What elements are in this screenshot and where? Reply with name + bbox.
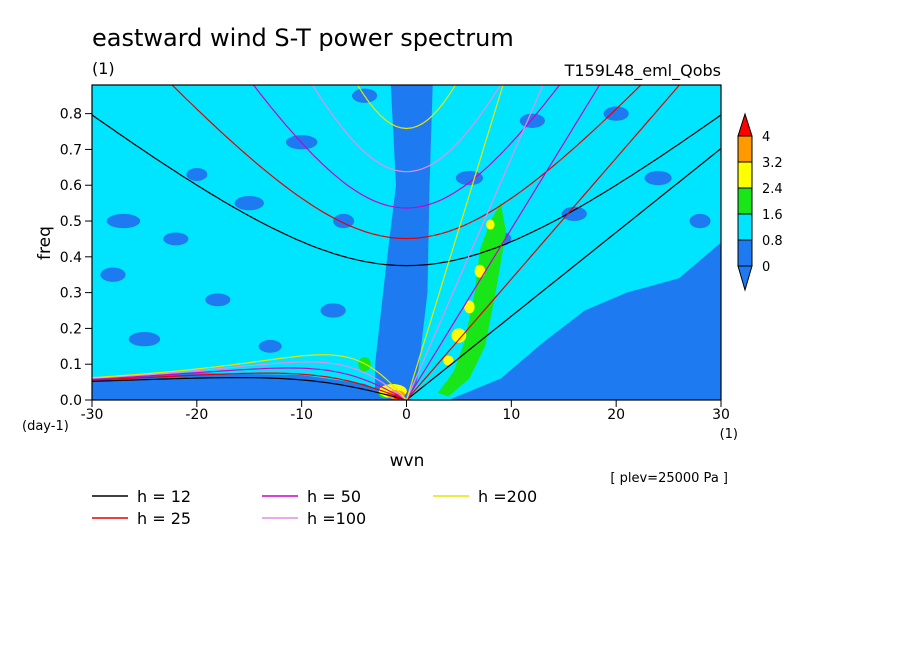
plot-area — [92, 85, 721, 400]
low-power-patch — [519, 113, 545, 128]
power-shading — [92, 85, 721, 400]
x-tick-label: -30 — [81, 407, 104, 423]
chart-title: eastward wind S-T power spectrum — [92, 24, 514, 52]
x-tick-label: 20 — [607, 407, 625, 423]
colorbar-max-arrow — [737, 112, 753, 137]
low-power-patch — [333, 213, 355, 229]
very-high-power-patch — [464, 300, 475, 314]
legend-label: h = 25 — [137, 509, 191, 528]
y-tick-label: 0.3 — [60, 286, 82, 302]
legend-label: h =100 — [307, 509, 366, 528]
colorbar-level-label: 4 — [762, 130, 770, 145]
very-high-power-patch — [451, 328, 467, 343]
low-power-patch — [128, 331, 161, 347]
colorbar-level-label: 1.6 — [762, 208, 783, 223]
colorbar-level-label: 0 — [762, 260, 770, 275]
y-tick-label: 0.0 — [60, 393, 82, 409]
low-power-patch — [455, 170, 484, 186]
y-axis-label: freq — [35, 226, 55, 260]
inertia-gravity-curve — [356, 85, 457, 130]
low-power-patch — [258, 339, 282, 353]
y-axis-units: (day-1) — [22, 419, 69, 434]
low-power-patch — [186, 168, 208, 181]
rossby-wave-curve — [92, 354, 407, 400]
low-power-patch — [100, 267, 126, 282]
run-label: T159L48_eml_Qobs — [564, 61, 721, 81]
y-tick-label: 0.8 — [60, 107, 82, 123]
x-axis: -30 -20 -10 0 10 20 30 — [81, 400, 730, 423]
colorbar-level-label: 2.4 — [762, 182, 783, 197]
very-high-power-patch — [486, 219, 495, 230]
very-high-power-patch — [443, 355, 454, 366]
legend-label: h =200 — [478, 487, 537, 506]
kelvin-wave-curve — [405, 85, 601, 400]
high-power-band — [437, 203, 507, 397]
low-power-region-west — [92, 373, 397, 400]
inertia-gravity-curve — [311, 85, 502, 173]
inertia-gravity-curve — [252, 85, 561, 209]
colorbar-band — [737, 161, 753, 189]
colorbar: 0 0.8 1.6 2.4 3.2 4 — [737, 112, 783, 292]
y-axis: 0.0 0.1 0.2 0.3 0.4 0.5 0.6 0.7 0.8 — [60, 107, 92, 409]
colorbar-band — [737, 135, 753, 163]
x-tick-label: 30 — [712, 407, 730, 423]
low-power-patch — [106, 213, 141, 229]
title-units: (1) — [92, 59, 115, 78]
rossby-wave-curve — [92, 361, 407, 400]
very-high-power-patch — [474, 264, 486, 278]
legend-label: h = 12 — [137, 487, 191, 506]
legend-label: h = 50 — [307, 487, 361, 506]
x-axis-units: (1) — [720, 427, 738, 442]
colorbar-level-label: 0.8 — [762, 234, 783, 249]
x-tick-label: 10 — [502, 407, 520, 423]
x-tick-label: 0 — [402, 407, 411, 423]
inertia-gravity-curve — [171, 85, 642, 240]
low-power-region-east — [448, 242, 721, 400]
x-axis-label: wvn — [390, 451, 425, 471]
kelvin-wave-curve — [406, 85, 681, 400]
y-tick-label: 0.7 — [60, 142, 82, 158]
low-power-patch — [320, 303, 346, 318]
y-tick-label: 0.6 — [60, 178, 82, 194]
rossby-wave-curve — [92, 367, 407, 400]
low-power-patch — [689, 213, 711, 229]
dispersion-curves — [92, 85, 721, 400]
rossby-wave-curve — [92, 372, 407, 400]
colorbar-level-label: 3.2 — [762, 156, 783, 171]
colorbar-band — [737, 187, 753, 215]
legend: h = 12 h = 25 h = 50 h =100 h =200 — [92, 487, 537, 528]
colorbar-band — [737, 213, 753, 241]
y-tick-label: 0.4 — [60, 250, 82, 266]
low-power-patch — [234, 195, 264, 211]
low-power-patch — [163, 232, 189, 246]
x-tick-label: -20 — [185, 407, 208, 423]
low-power-patch — [205, 293, 231, 307]
low-power-region-center — [375, 85, 433, 400]
low-power-patch — [644, 170, 672, 186]
y-tick-label: 0.1 — [60, 357, 82, 373]
kelvin-wave-curve — [405, 85, 544, 400]
kelvin-wave-curve — [405, 85, 504, 400]
level-note: [ plev=25000 Pa ] — [610, 471, 728, 486]
colorbar-band — [737, 239, 753, 267]
inertia-gravity-curve — [92, 114, 721, 267]
y-tick-label: 0.2 — [60, 321, 82, 337]
y-tick-label: 0.5 — [60, 214, 82, 230]
colorbar-min-arrow — [737, 265, 753, 292]
rossby-wave-curve — [92, 377, 407, 400]
low-power-patch — [561, 206, 587, 222]
low-power-patch — [603, 106, 629, 121]
kelvin-wave-curve — [406, 148, 721, 400]
x-tick-label: -10 — [290, 407, 313, 423]
